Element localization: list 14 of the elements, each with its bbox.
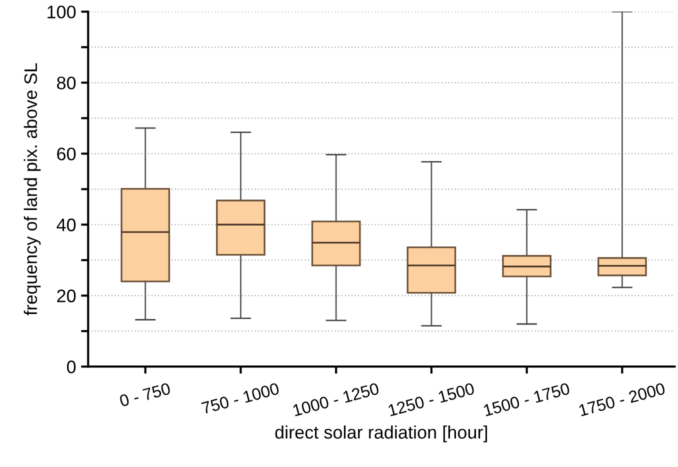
x-tick-label: 1500 - 1750 (483, 382, 570, 416)
x-axis-title: direct solar radiation [hour] (275, 425, 487, 442)
x-tick-label: 750 - 1000 (201, 382, 280, 414)
y-tick-label: 100 (48, 6, 76, 18)
x-tick-label: 1250 - 1500 (388, 382, 475, 416)
y-axis-title: frequency of land pix. above SL (24, 63, 41, 316)
y-tick-label: 40 (56, 218, 76, 232)
y-tick-label: 60 (57, 148, 76, 160)
x-tick-label: 0 - 750 (119, 382, 171, 407)
x-tick-label: 1750 - 2000 (578, 382, 666, 416)
y-tick-label: 20 (57, 290, 76, 302)
x-tick-label: 1000 - 1250 (292, 382, 380, 416)
y-tick-label: 80 (57, 76, 76, 90)
y-tick-label: 0 (67, 360, 76, 374)
